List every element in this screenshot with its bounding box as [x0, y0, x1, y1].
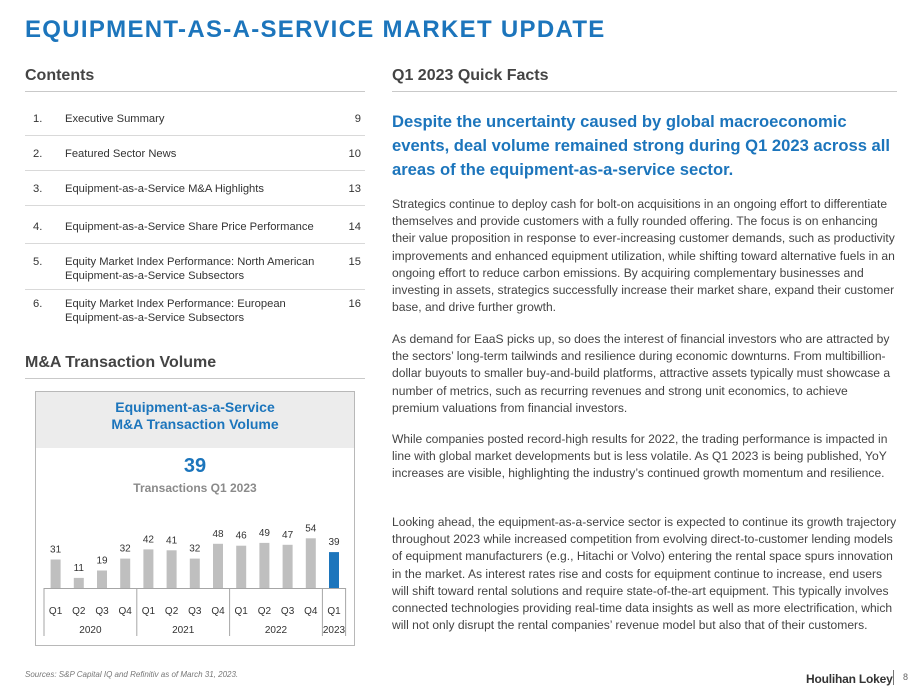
- list-divider: [25, 135, 365, 136]
- quick-facts-lead: Despite the uncertainty caused by global…: [392, 112, 890, 179]
- quick-facts-divider: [392, 91, 897, 92]
- data-label: 19: [96, 556, 108, 567]
- data-label: 32: [189, 544, 201, 555]
- list-item-label: Equipment-as-a-Service Share Price Perfo…: [65, 221, 314, 233]
- quick-facts-heading: Q1 2023 Quick Facts: [392, 67, 549, 84]
- list-item-page: 14: [348, 221, 361, 233]
- x-tick-label: Q1: [142, 606, 156, 617]
- x-tick-label: Q1: [235, 606, 249, 617]
- list-item-page: 15: [348, 256, 361, 268]
- x-tick-label: Q2: [72, 606, 86, 617]
- list-divider: [25, 289, 365, 290]
- chart-bar: [97, 570, 107, 588]
- chart-bar: [50, 559, 61, 588]
- chart-bar: [143, 549, 154, 588]
- chart-bar: [329, 552, 339, 588]
- list-item-number: 2.: [33, 148, 43, 160]
- paragraph: While companies posted record-high resul…: [392, 432, 888, 481]
- transaction-volume-chart: 31 Q1 11 Q2 19 Q3 32 Q4 42 Q1 41 Q2 32 Q3 48 Q4 46 Q1 49 Q2…: [43, 523, 347, 636]
- year-label: 2020: [79, 625, 102, 636]
- paragraph: As demand for EaaS picks up, so does the…: [392, 332, 891, 415]
- ma-volume-heading: M&A Transaction Volume: [25, 354, 217, 371]
- x-tick-label: Q1: [327, 606, 341, 617]
- list-divider: [25, 243, 365, 244]
- list-item-number: 3.: [33, 183, 43, 195]
- panel-header: [36, 392, 354, 448]
- chart-bar: [236, 545, 247, 588]
- data-label: 49: [259, 528, 271, 539]
- data-label: 48: [212, 529, 224, 540]
- list-item-label: Equipment-as-a-Service M&A Highlights: [65, 183, 264, 195]
- list-item-label: Equity Market Index Performance: Europea…: [65, 298, 286, 324]
- chart-bar: [166, 550, 177, 588]
- x-tick-label: Q3: [188, 606, 202, 617]
- x-tick-label: Q4: [119, 606, 133, 617]
- list-item-page: 16: [348, 298, 361, 310]
- footer-divider: [893, 670, 894, 685]
- year-label: 2023: [323, 625, 346, 636]
- list-divider: [25, 205, 365, 206]
- chart-bar: [120, 558, 131, 588]
- data-label: 42: [143, 534, 155, 545]
- list-item-label: Executive Summary: [65, 113, 165, 125]
- contents-divider: [25, 91, 365, 92]
- data-label: 47: [282, 530, 294, 541]
- list-item-page: 9: [354, 113, 361, 125]
- headline-value: 39: [183, 455, 207, 477]
- chart-bar: [73, 577, 84, 588]
- panel-title-line-1: Equipment-as-a-Service: [115, 399, 275, 415]
- list-item-number: 5.: [33, 256, 43, 268]
- list-item-page: 10: [348, 148, 361, 160]
- list-item-number: 4.: [33, 221, 43, 233]
- chart-bar: [189, 558, 200, 588]
- panel-title-line-2: M&A Transaction Volume: [111, 416, 279, 432]
- data-label: 39: [328, 537, 340, 548]
- chart-bar: [259, 542, 270, 588]
- data-label: 31: [50, 545, 62, 556]
- list-divider: [25, 170, 365, 171]
- x-tick-label: Q3: [281, 606, 295, 617]
- data-label: 11: [74, 563, 85, 574]
- x-tick-label: Q4: [304, 606, 318, 617]
- list-item-page: 13: [348, 183, 361, 195]
- x-tick-label: Q3: [95, 606, 109, 617]
- contents-heading: Contents: [25, 67, 95, 84]
- data-label: 46: [236, 531, 248, 542]
- list-item-number: 1.: [33, 113, 43, 125]
- ma-volume-divider: [25, 378, 365, 379]
- ma-volume-panel: Equipment-as-a-Service M&A Transaction V…: [35, 391, 355, 646]
- page-title: EQUIPMENT-AS-A-SERVICE MARKET UPDATE: [25, 16, 606, 43]
- chart-bar: [282, 544, 293, 588]
- paragraph: Strategics continue to deploy cash for b…: [392, 197, 895, 315]
- paragraph: Looking ahead, the equipment-as-a-servic…: [392, 515, 897, 633]
- x-tick-label: Q2: [165, 606, 179, 617]
- data-label: 41: [166, 535, 178, 546]
- chart-bar: [305, 538, 316, 588]
- source-footnote: Sources: S&P Capital IQ and Refinitiv as…: [25, 670, 239, 679]
- headline-label: Transactions Q1 2023: [133, 481, 257, 495]
- year-label: 2021: [172, 625, 195, 636]
- chart-bar: [213, 543, 223, 588]
- data-label: 54: [305, 523, 317, 534]
- brand-logo: Houlihan Lokey: [806, 672, 893, 686]
- data-label: 32: [120, 544, 132, 555]
- page-number: 8: [903, 672, 909, 682]
- list-item-label: Featured Sector News: [65, 148, 177, 160]
- year-label: 2022: [265, 625, 288, 636]
- x-tick-label: Q2: [258, 606, 272, 617]
- list-item-label: Equity Market Index Performance: North A…: [65, 256, 315, 282]
- list-item-number: 6.: [33, 298, 43, 310]
- x-tick-label: Q1: [49, 606, 63, 617]
- x-tick-label: Q4: [211, 606, 225, 617]
- panel-title: Equipment-as-a-Service M&A Transaction V…: [36, 399, 354, 433]
